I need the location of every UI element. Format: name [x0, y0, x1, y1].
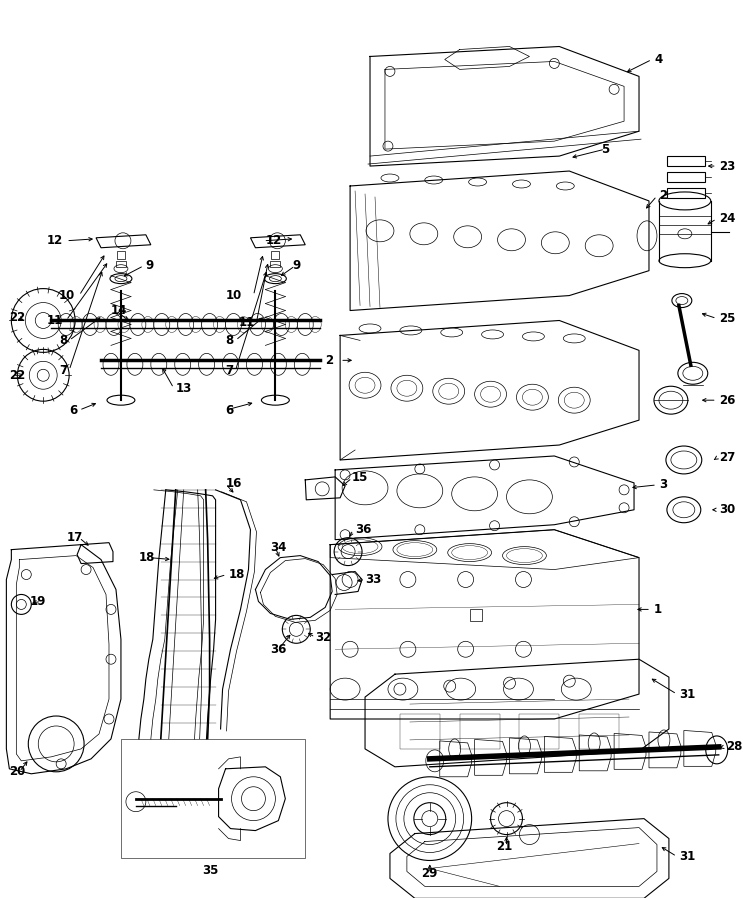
Text: 7: 7 — [59, 364, 68, 377]
Text: 22: 22 — [9, 311, 26, 324]
Text: 22: 22 — [9, 369, 26, 382]
Text: 10: 10 — [226, 289, 242, 302]
Text: 16: 16 — [226, 477, 242, 490]
Text: 4: 4 — [654, 53, 662, 66]
Text: 31: 31 — [679, 850, 695, 863]
Text: 27: 27 — [718, 452, 735, 464]
Text: 18: 18 — [229, 568, 245, 581]
Text: 11: 11 — [46, 314, 62, 327]
Bar — [272, 251, 279, 258]
Text: 32: 32 — [315, 631, 332, 644]
Text: 3: 3 — [659, 479, 667, 491]
Bar — [579, 714, 619, 749]
Text: 17: 17 — [68, 531, 83, 544]
Bar — [520, 714, 560, 749]
Text: 14: 14 — [111, 304, 128, 317]
Text: 11: 11 — [238, 316, 255, 329]
Text: 21: 21 — [496, 840, 513, 853]
Text: 9: 9 — [292, 259, 300, 272]
Text: 20: 20 — [9, 765, 26, 778]
Bar — [271, 261, 280, 266]
Text: 35: 35 — [202, 864, 219, 877]
Bar — [667, 188, 705, 198]
Bar — [667, 172, 705, 182]
Text: 30: 30 — [718, 503, 735, 517]
Bar — [116, 261, 126, 266]
Text: 34: 34 — [271, 541, 286, 554]
Text: 10: 10 — [59, 289, 76, 302]
Text: 23: 23 — [718, 159, 735, 173]
Text: 12: 12 — [46, 234, 62, 248]
Text: 8: 8 — [59, 334, 68, 346]
Text: 2: 2 — [659, 189, 667, 202]
Text: 19: 19 — [29, 595, 46, 608]
Text: 7: 7 — [226, 364, 234, 377]
Text: 13: 13 — [176, 382, 192, 395]
Bar — [470, 609, 482, 621]
Text: 9: 9 — [146, 259, 154, 272]
Bar — [121, 739, 305, 859]
Text: 6: 6 — [69, 403, 77, 417]
Text: 29: 29 — [422, 867, 438, 880]
Text: 15: 15 — [352, 472, 368, 484]
Text: 26: 26 — [718, 393, 735, 407]
Bar — [400, 714, 439, 749]
Text: 33: 33 — [365, 573, 381, 586]
Text: 36: 36 — [355, 523, 371, 536]
Bar — [460, 714, 500, 749]
Text: 36: 36 — [271, 643, 286, 656]
Text: 31: 31 — [679, 688, 695, 700]
Text: 28: 28 — [726, 741, 742, 753]
Text: 2: 2 — [325, 354, 333, 367]
Text: 5: 5 — [601, 142, 609, 156]
Text: 12: 12 — [266, 234, 282, 248]
Text: 1: 1 — [654, 603, 662, 616]
Text: 8: 8 — [226, 334, 234, 346]
Text: 24: 24 — [718, 212, 735, 225]
Bar — [117, 251, 125, 258]
Text: 6: 6 — [226, 403, 234, 417]
Bar — [667, 156, 705, 166]
Text: 25: 25 — [718, 312, 735, 325]
Text: 18: 18 — [139, 551, 155, 564]
